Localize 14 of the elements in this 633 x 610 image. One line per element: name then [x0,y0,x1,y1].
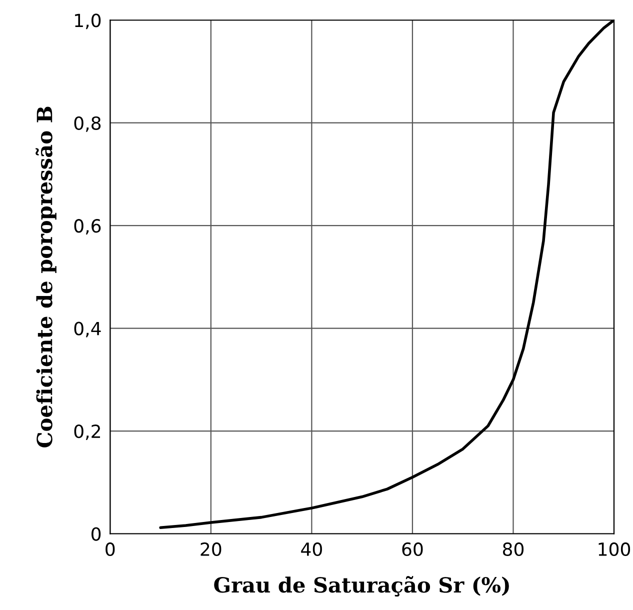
x-tick-label: 60 [402,542,423,556]
x-tick-label: 80 [502,542,524,556]
x-axis-title: Grau de Saturação Sr (%) [214,576,509,597]
x-tick-label: 40 [301,542,322,556]
x-tick-label: 100 [598,542,630,556]
x-tick-label: 20 [200,542,222,556]
y-tick-label: 0,2 [74,424,100,440]
y-tick-label: 0 [92,527,101,541]
y-axis-title: Coeficiente de poropressão B [36,106,56,448]
y-tick-label: 0,6 [74,219,101,235]
y-tick-label: 1,0 [75,14,101,30]
y-tick-label: 0,8 [74,116,101,132]
y-tick-label: 0,4 [74,322,101,338]
x-tick-label: 0 [106,542,115,556]
